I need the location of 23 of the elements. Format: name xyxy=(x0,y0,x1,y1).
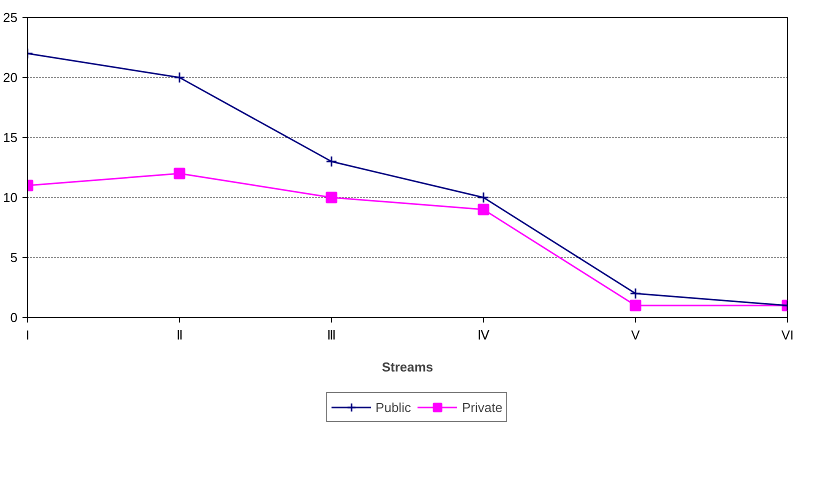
y-tick-label: 5 xyxy=(10,250,18,265)
x-tick-label: Ⅲ xyxy=(327,328,336,342)
y-tick-label: 25 xyxy=(3,10,18,25)
point xyxy=(630,300,642,312)
point xyxy=(478,192,490,204)
point xyxy=(326,156,338,168)
y-tick-label: 10 xyxy=(3,190,18,205)
x-tick-label: I xyxy=(26,328,30,342)
x-tick-label: VI xyxy=(781,328,794,342)
x-tick-label: Ⅳ xyxy=(478,328,490,342)
point xyxy=(326,192,338,204)
x-axis-title: Streams xyxy=(382,360,434,374)
legend-label: Private xyxy=(462,400,502,414)
x-tick-label: Ⅱ xyxy=(176,328,182,342)
x-tick-label: V xyxy=(631,328,640,342)
point xyxy=(174,168,186,180)
y-tick-label: 20 xyxy=(3,70,18,85)
point xyxy=(478,204,490,216)
point xyxy=(174,72,186,84)
point xyxy=(630,288,642,300)
y-tick-label: 0 xyxy=(10,310,18,325)
legend-label: Public xyxy=(376,400,411,414)
y-tick-label: 15 xyxy=(3,130,18,145)
